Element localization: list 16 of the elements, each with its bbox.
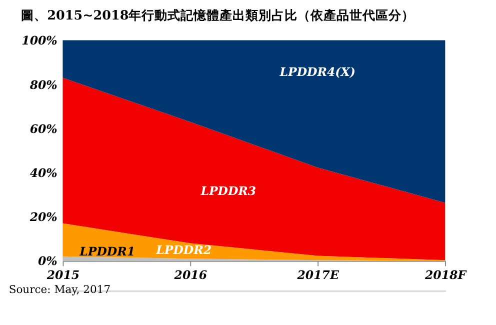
y-tick-label: 100% <box>22 34 58 48</box>
series-label: LPDDR4(X) <box>278 64 356 79</box>
y-tick-label: 60% <box>30 122 58 136</box>
x-tick-label: 2016 <box>173 268 208 282</box>
series-label: LPDDR1 <box>78 244 136 259</box>
x-tick-label: 2018F <box>424 268 468 282</box>
x-tick-label: 2015 <box>46 268 80 282</box>
series-label: LPDDR2 <box>155 243 212 258</box>
y-tick-label: 20% <box>28 210 58 224</box>
chart-title: 圖、2015~2018年行動式記憶體產出類別占比（依產品世代區分） <box>21 8 415 24</box>
y-tick-label: 0% <box>38 254 58 268</box>
y-tick-label: 80% <box>28 78 58 92</box>
x-tick-label: 2017E <box>296 268 340 282</box>
y-tick-label: 40% <box>30 166 58 180</box>
source-note: Source: May, 2017 <box>8 283 111 296</box>
series-label: LPDDR3 <box>200 184 256 198</box>
